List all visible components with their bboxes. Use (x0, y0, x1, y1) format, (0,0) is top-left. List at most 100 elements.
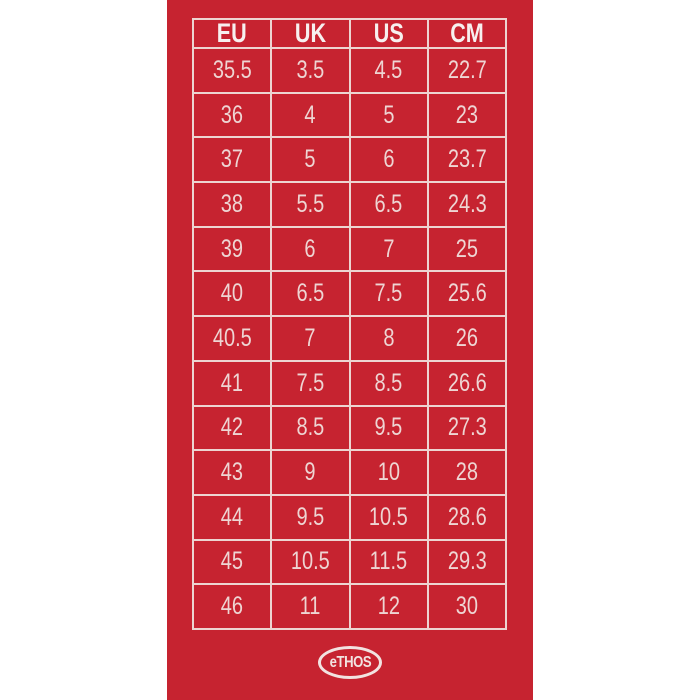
size-value: 6.5 (374, 189, 403, 218)
size-value: 28.6 (447, 502, 487, 531)
table-head: EU UK US CM (191, 18, 508, 49)
size-cell-eu: 38 (191, 181, 273, 228)
column-header-uk: UK (270, 18, 351, 49)
size-value: 6 (304, 234, 316, 263)
size-value: 24.3 (447, 189, 487, 218)
size-value: 44 (221, 502, 244, 531)
size-value: 7.5 (296, 368, 325, 397)
size-value: 26 (455, 323, 478, 352)
size-cell-uk: 5.5 (270, 181, 351, 228)
table-body: 35.5 3.5 4.5 22.7 36 4 5 23 37 5 6 23.7 38 5.5 6.5 24.3… (191, 47, 508, 630)
size-value: 7 (304, 323, 316, 352)
size-value: 6.5 (296, 279, 325, 308)
size-value: 10.5 (369, 502, 409, 531)
size-cell-cm: 23.7 (426, 136, 508, 184)
size-cell-us: 11.5 (348, 538, 429, 586)
size-cell-uk: 5 (270, 136, 351, 184)
size-value: 5 (383, 100, 395, 129)
size-value: 35.5 (212, 55, 252, 84)
size-cell-cm: 24.3 (426, 181, 508, 228)
size-value: 39 (221, 234, 244, 263)
size-cell-eu: 39 (191, 225, 273, 273)
size-value: 9.5 (296, 502, 325, 531)
size-value: 23 (455, 100, 478, 129)
size-cell-cm: 29.3 (426, 538, 508, 586)
size-cell-us: 7.5 (348, 270, 429, 318)
size-cell-us: 8.5 (348, 359, 429, 407)
size-value: 43 (221, 458, 244, 487)
ethos-logo: eTHOS (318, 646, 382, 679)
size-value: 11.5 (369, 547, 408, 576)
size-value: 7.5 (374, 279, 403, 308)
size-cell-cm: 26 (426, 315, 508, 362)
table-row: 38 5.5 6.5 24.3 (191, 181, 508, 228)
size-value: 40.5 (212, 323, 252, 352)
size-value: 41 (221, 368, 244, 397)
size-cell-uk: 6 (270, 225, 351, 273)
table-row: 42 8.5 9.5 27.3 (191, 404, 508, 452)
size-value: 28 (455, 458, 478, 487)
size-cell-eu: 45 (191, 538, 273, 586)
table-row: 40.5 7 8 26 (191, 315, 508, 362)
size-value: 38 (221, 189, 244, 218)
size-cell-eu: 37 (191, 136, 273, 184)
size-cell-us: 9.5 (348, 404, 429, 452)
size-value: 8 (383, 323, 395, 352)
size-cell-uk: 7.5 (270, 359, 351, 407)
size-value: 12 (377, 592, 400, 621)
size-cell-cm: 28 (426, 449, 508, 496)
header-row: EU UK US CM (191, 18, 508, 49)
size-value: 4.5 (374, 55, 403, 84)
size-value: 8.5 (296, 413, 325, 442)
size-cell-cm: 30 (426, 583, 508, 630)
size-cell-uk: 11 (270, 583, 351, 630)
size-value: 25.6 (447, 279, 487, 308)
size-value: 40 (221, 279, 244, 308)
size-value: 30 (455, 592, 478, 621)
size-cell-eu: 40.5 (191, 315, 273, 362)
column-header-label: UK (294, 18, 326, 48)
size-value: 46 (221, 592, 244, 621)
column-header-label: EU (217, 18, 248, 48)
size-cell-us: 12 (348, 583, 429, 630)
size-cell-us: 5 (348, 91, 429, 139)
size-cell-us: 6 (348, 136, 429, 184)
size-value: 9 (304, 458, 316, 487)
size-cell-uk: 7 (270, 315, 351, 362)
size-cell-cm: 28.6 (426, 493, 508, 541)
size-cell-us: 10 (348, 449, 429, 496)
size-cell-uk: 9.5 (270, 493, 351, 541)
table-row: 37 5 6 23.7 (191, 136, 508, 184)
size-conversion-table: EU UK US CM 35.5 3.5 4.5 22.7 36 4 5 23 37 5 6 23.7 38 5… (191, 18, 508, 630)
table-row: 39 6 7 25 (191, 225, 508, 273)
size-value: 37 (221, 145, 244, 174)
size-cell-us: 7 (348, 225, 429, 273)
size-cell-us: 6.5 (348, 181, 429, 228)
size-cell-cm: 23 (426, 91, 508, 139)
size-cell-eu: 43 (191, 449, 273, 496)
column-header-label: US (373, 18, 404, 48)
table-row: 41 7.5 8.5 26.6 (191, 359, 508, 407)
size-cell-eu: 40 (191, 270, 273, 318)
size-cell-uk: 10.5 (270, 538, 351, 586)
size-value: 26.6 (447, 368, 487, 397)
size-value: 5 (304, 145, 316, 174)
size-value: 11 (299, 592, 321, 621)
size-value: 10.5 (290, 547, 330, 576)
size-value: 4 (304, 100, 316, 129)
column-header-label: CM (450, 18, 484, 48)
size-value: 5.5 (296, 189, 325, 218)
table-row: 40 6.5 7.5 25.6 (191, 270, 508, 318)
size-cell-cm: 25 (426, 225, 508, 273)
size-cell-eu: 41 (191, 359, 273, 407)
ethos-logo-text: eTHOS (329, 653, 371, 671)
table-row: 36 4 5 23 (191, 91, 508, 139)
size-cell-cm: 26.6 (426, 359, 508, 407)
table-row: 44 9.5 10.5 28.6 (191, 493, 508, 541)
size-value: 36 (221, 100, 244, 129)
size-value: 22.7 (447, 55, 487, 84)
table-row: 35.5 3.5 4.5 22.7 (191, 47, 508, 94)
size-cell-uk: 4 (270, 91, 351, 139)
size-cell-uk: 6.5 (270, 270, 351, 318)
column-header-cm: CM (426, 18, 508, 49)
